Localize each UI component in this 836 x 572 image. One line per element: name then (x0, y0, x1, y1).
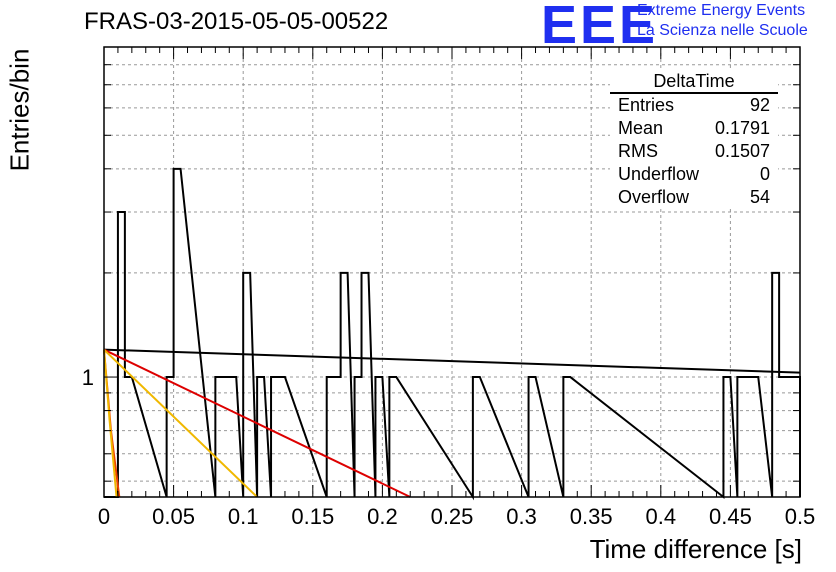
stats-row-underflow: Underflow 0 (610, 163, 778, 186)
x-tick-label: 0.35 (570, 504, 613, 529)
stats-value: 54 (749, 187, 770, 207)
x-tick-label: 0.4 (646, 504, 677, 529)
stats-row-entries: Entries 92 (610, 94, 778, 117)
x-tick-label: 0.3 (506, 504, 537, 529)
x-tick-label: 0 (98, 504, 110, 529)
stats-label: Mean (618, 118, 664, 138)
x-tick-label: 0.25 (431, 504, 474, 529)
stats-label: Entries (618, 95, 675, 115)
fit-line (103, 348, 258, 498)
y-axis-label: Entries/bin (4, 48, 35, 172)
logo-text-line1: Extreme Energy Events (637, 2, 806, 19)
x-tick-label: 0.2 (367, 504, 398, 529)
stats-value: 0.1791 (714, 118, 770, 138)
x-axis-label: Time difference [s] (589, 534, 802, 564)
stats-value: 0 (759, 164, 770, 184)
fit-line (103, 348, 411, 498)
x-tick-label: 0.05 (152, 504, 195, 529)
stats-value: 0.1507 (714, 141, 770, 161)
stats-row-overflow: Overflow 54 (610, 186, 778, 209)
y-tick-label: 1 (82, 365, 94, 390)
stats-label: RMS (618, 141, 658, 161)
fit-line (103, 348, 801, 374)
logo-text-line2: La Scienza nelle Scuole (637, 22, 808, 39)
x-tick-label: 0.15 (291, 504, 334, 529)
chart-title: FRAS-03-2015-05-05-00522 (84, 8, 389, 35)
stats-box: DeltaTime Entries 92 Mean 0.1791 RMS 0.1… (610, 70, 778, 209)
x-tick-label: 0.45 (709, 504, 752, 529)
stats-label: Underflow (618, 164, 700, 184)
x-tick-label: 0.1 (228, 504, 259, 529)
histogram-outline (104, 167, 801, 501)
fit-line (103, 349, 118, 498)
stats-row-rms: RMS 0.1507 (610, 140, 778, 163)
stats-label: Overflow (618, 187, 690, 207)
stats-row-mean: Mean 0.1791 (610, 117, 778, 140)
eee-logo: EEE (541, 0, 659, 55)
stats-title: DeltaTime (610, 70, 778, 94)
stats-value: 92 (749, 95, 770, 115)
x-tick-label: 0.5 (785, 504, 816, 529)
